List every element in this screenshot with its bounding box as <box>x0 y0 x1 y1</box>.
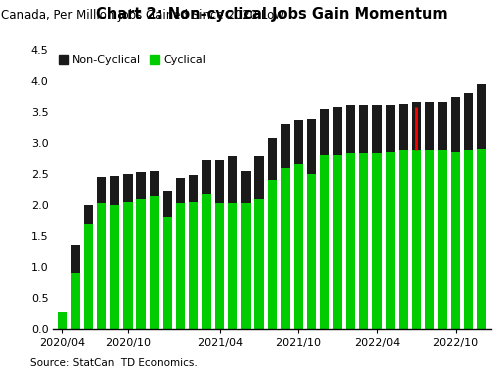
Bar <box>333 107 342 155</box>
Bar <box>438 150 447 329</box>
Bar <box>84 205 93 223</box>
Bar <box>360 153 369 329</box>
Bar <box>163 191 172 217</box>
Bar <box>163 217 172 329</box>
Bar <box>307 174 316 329</box>
Bar <box>281 168 290 329</box>
Bar <box>71 245 80 273</box>
Bar <box>373 105 381 153</box>
Bar <box>110 205 120 329</box>
Bar <box>215 203 224 329</box>
Text: Source: StatCan  TD Economics.: Source: StatCan TD Economics. <box>30 358 198 368</box>
Bar <box>398 104 408 150</box>
Bar <box>464 93 474 150</box>
Bar <box>215 159 224 203</box>
Bar <box>477 84 487 149</box>
Bar <box>110 176 120 205</box>
Bar <box>346 105 356 153</box>
Bar <box>267 138 277 180</box>
Bar <box>477 149 487 329</box>
Bar <box>360 105 369 153</box>
Bar <box>228 203 238 329</box>
Bar <box>438 102 447 150</box>
Legend: Non-Cyclical, Cyclical: Non-Cyclical, Cyclical <box>59 55 206 65</box>
Bar <box>176 178 185 203</box>
Bar <box>202 194 211 329</box>
Bar <box>242 171 250 203</box>
Bar <box>84 223 93 329</box>
Bar <box>373 153 381 329</box>
Bar <box>254 199 263 329</box>
Bar <box>254 157 263 199</box>
Bar <box>346 153 356 329</box>
Bar <box>242 203 250 329</box>
Bar <box>464 150 474 329</box>
Bar <box>451 152 460 329</box>
Bar <box>425 102 434 150</box>
Bar <box>451 97 460 152</box>
Bar <box>149 196 159 329</box>
Bar <box>294 165 303 329</box>
Bar <box>124 202 132 329</box>
Bar <box>189 175 198 202</box>
Bar <box>97 177 107 203</box>
Bar <box>385 105 395 152</box>
Bar <box>189 202 198 329</box>
Bar <box>58 312 67 329</box>
Bar <box>385 152 395 329</box>
Bar <box>412 150 421 329</box>
Bar <box>412 102 421 150</box>
Bar <box>149 171 159 196</box>
Bar <box>267 180 277 329</box>
Text: Canada, Per Million Jobs Gained Since 2020 Low: Canada, Per Million Jobs Gained Since 20… <box>0 9 283 21</box>
Bar <box>71 273 80 329</box>
Bar <box>425 150 434 329</box>
Bar <box>124 174 132 202</box>
Bar <box>398 150 408 329</box>
Bar <box>307 119 316 174</box>
Bar <box>136 199 146 329</box>
Bar <box>320 108 329 155</box>
Bar <box>281 124 290 168</box>
Bar <box>320 155 329 329</box>
Bar <box>333 155 342 329</box>
Bar <box>136 172 146 199</box>
Bar <box>176 203 185 329</box>
Title: Chart 2: Non-cyclical Jobs Gain Momentum: Chart 2: Non-cyclical Jobs Gain Momentum <box>96 7 448 22</box>
Bar <box>294 120 303 165</box>
Bar <box>97 203 107 329</box>
Bar <box>202 159 211 194</box>
Bar <box>228 157 238 203</box>
